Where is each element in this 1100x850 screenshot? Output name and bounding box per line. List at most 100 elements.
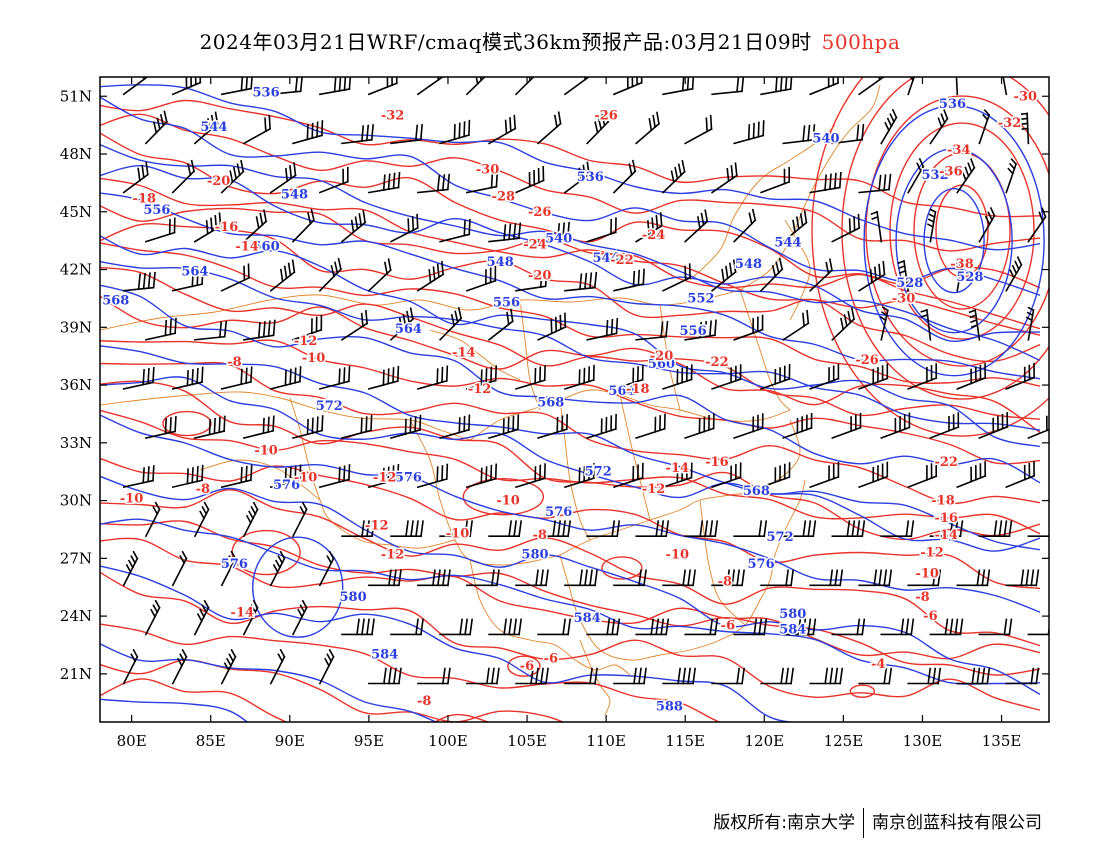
wind-barb-feather: [1058, 521, 1060, 536]
wind-barb-feather: [154, 599, 161, 609]
wind-barb-feather: [272, 415, 275, 432]
wind-barb-feather: [884, 121, 890, 132]
wind-barb-feather: [926, 223, 934, 228]
wind-barb-feather: [337, 257, 342, 271]
wind-barb-feather: [406, 310, 411, 324]
wind-barb-feather: [414, 124, 419, 142]
wind-barb-feather: [458, 122, 461, 139]
wind-barb-feather: [518, 222, 522, 240]
wind-barb-feather: [250, 77, 253, 90]
wind-barb-feather: [616, 618, 621, 636]
wind-barb-feather: [562, 222, 566, 240]
wind-barb-feather: [567, 520, 571, 538]
wind-barb-feather: [795, 216, 800, 230]
plot-frame: [99, 76, 1050, 723]
wind-barb-feather: [910, 520, 915, 538]
wind-barb-feather: [411, 216, 415, 232]
temperature-contour: [100, 537, 1041, 660]
wind-barb-feather: [778, 257, 784, 271]
height-contour-label: 580: [521, 548, 548, 563]
temperature-contour: [462, 478, 545, 516]
wind-barb-feather: [147, 77, 149, 78]
wind-barb-feather: [159, 114, 165, 127]
wind-barb-feather: [404, 418, 407, 435]
wind-barb-feather: [905, 520, 910, 538]
wind-barb-feather: [730, 165, 734, 180]
wind-barb-feather: [250, 604, 257, 614]
wind-barb-feather: [306, 124, 309, 141]
wind-barb-feather: [398, 667, 402, 685]
wind-barb-feather: [709, 618, 714, 636]
x-tick-label: 105E: [507, 732, 547, 750]
wind-barb-feather: [674, 166, 679, 180]
temperature-contour-label: -36: [939, 164, 963, 179]
wind-barb-feather: [398, 569, 402, 587]
temperature-contour-label: -10: [302, 351, 326, 366]
wind-barb-feather: [457, 306, 463, 320]
wind-barb-feather: [790, 667, 794, 685]
temperature-contour-label: -12: [294, 334, 318, 349]
wind-barb-feather: [1003, 520, 1008, 538]
height-contour-label: 576: [395, 471, 422, 486]
wind-barb-feather: [490, 366, 493, 383]
wind-barb-feather: [196, 269, 199, 287]
wind-barb-feather: [132, 648, 139, 658]
wind-barb-feather: [847, 310, 852, 324]
axis-labels: 80E 85E 90E 95E 100E 105E 110E 115E 120E 125E 130E…: [60, 87, 1022, 750]
wind-barb-feather: [245, 514, 252, 524]
wind-barb-feather: [656, 111, 660, 125]
wind-barb-feather: [240, 77, 244, 92]
wind-barb-feather: [779, 77, 783, 92]
wind-barb-feather: [848, 218, 852, 234]
wind-barb-feather: [293, 162, 297, 177]
temperature-contour-label: -22: [610, 253, 634, 268]
wind-barb-feather: [871, 215, 879, 221]
x-tick-label: 135E: [982, 732, 1022, 750]
wind-barb-feather: [436, 174, 441, 192]
wind-barb-feather: [910, 71, 914, 76]
wind-barb-feather: [371, 618, 375, 636]
wind-barb-feather: [504, 119, 508, 135]
wind-barb-feather: [566, 221, 570, 239]
wind-barb-feather: [1011, 264, 1018, 275]
wind-barb-feather: [464, 618, 468, 636]
wind-barb-feather: [262, 417, 265, 435]
temperature-contour-label: -20: [528, 268, 552, 283]
x-tick-label: 95E: [354, 732, 384, 750]
temperature-contour-label: -10: [915, 567, 939, 582]
temperature-contour: [100, 295, 1041, 434]
wind-barb-feather: [709, 320, 712, 337]
wind-barb-feather: [557, 223, 561, 240]
wind-barb-feather: [125, 564, 132, 573]
wind-barb-feather: [651, 217, 655, 233]
wind-barb-feather: [681, 77, 685, 92]
wind-barb-feather: [803, 210, 808, 224]
wind-barb-feather: [486, 667, 490, 685]
wind-barb-feather: [870, 210, 879, 216]
wind-barb-feather: [539, 271, 543, 288]
wind-barb-feather: [928, 213, 936, 219]
wind-barb-feather: [611, 520, 616, 538]
wind-barb-feather: [240, 159, 245, 173]
wind-barb-feather: [856, 520, 861, 538]
wind-barb-feather: [839, 569, 844, 587]
height-contour-label: 544: [593, 251, 620, 266]
wind-barb-feather: [348, 77, 352, 90]
plot-layer: 5365445485565605645685645725765765765805…: [100, 71, 1060, 722]
wind-barb-feather: [878, 77, 881, 81]
wind-barb-feather: [970, 318, 978, 324]
temperature-contour-label: -4: [871, 657, 885, 672]
wind-barb-feather: [365, 416, 368, 433]
wind-barb-feather: [684, 265, 687, 281]
wind-barb-feather: [232, 166, 238, 180]
wind-barb-feather: [898, 264, 906, 270]
wind-barb-feather: [201, 268, 204, 286]
wind-barb-feather: [223, 320, 228, 338]
temperature-contour-label: -12: [381, 548, 405, 563]
wind-barb-feather: [330, 264, 335, 278]
wind-barb-feather: [187, 163, 192, 176]
wind-barb-feather: [955, 262, 963, 268]
wind-barb-feather: [874, 266, 877, 281]
wind-barb-feather: [937, 667, 942, 685]
wind-barb-feather: [883, 667, 888, 685]
